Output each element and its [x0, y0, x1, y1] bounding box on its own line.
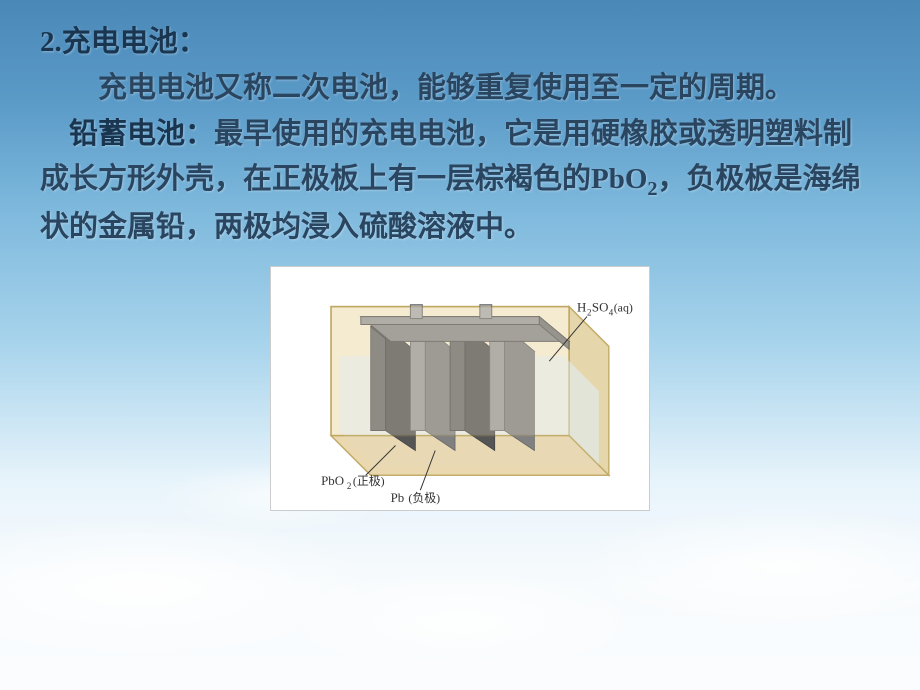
battery-diagram: H 2 SO 4 (aq) PbO 2 (正极) Pb (负极)	[270, 266, 650, 511]
battery-svg: H 2 SO 4 (aq) PbO 2 (正极) Pb (负极)	[271, 267, 649, 510]
svg-text:(正极): (正极)	[353, 474, 385, 488]
slide-content: 2.充电电池： 充电电池又称二次电池，能够重复使用至一定的周期。 铅蓄电池：最早…	[0, 0, 920, 531]
paragraph1-indent	[40, 72, 98, 104]
subtitle: 铅蓄电池：	[69, 118, 214, 150]
svg-text:(负极): (负极)	[408, 491, 440, 505]
svg-text:2: 2	[347, 481, 351, 491]
paragraph2-subscript: 2	[647, 178, 657, 200]
paragraph1: 充电电池又称二次电池，能够重复使用至一定的周期。	[98, 72, 794, 104]
label-h2so4: H	[577, 301, 586, 315]
section-title: 充电电池：	[62, 26, 207, 58]
label-pb: Pb	[391, 491, 405, 505]
diagram-container: H 2 SO 4 (aq) PbO 2 (正极) Pb (负极)	[40, 266, 880, 511]
section-number: 2.	[40, 26, 62, 58]
svg-text:(aq): (aq)	[614, 301, 633, 315]
text-block: 2.充电电池： 充电电池又称二次电池，能够重复使用至一定的周期。 铅蓄电池：最早…	[40, 20, 880, 251]
svg-text:SO: SO	[592, 301, 608, 315]
label-pbo2: PbO	[321, 474, 344, 488]
subtitle-indent	[40, 118, 69, 150]
svg-text:2: 2	[587, 308, 591, 318]
